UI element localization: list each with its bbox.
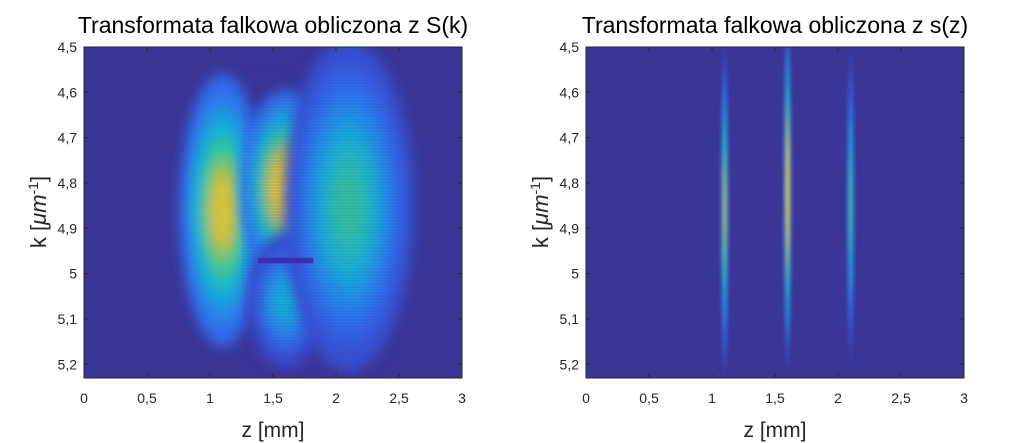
x-tick-label: 2: [834, 390, 842, 406]
left-y-label-main: k [: [26, 225, 51, 248]
intensity-level: [334, 170, 363, 242]
ridge-2: [847, 59, 854, 352]
intensity-level: [723, 176, 726, 244]
right-x-axis-label: z [mm]: [744, 419, 807, 442]
y-tick-label: 4,5: [560, 39, 580, 55]
y-tick-label: 4,8: [560, 175, 580, 191]
x-tick-label: 0: [80, 390, 88, 406]
x-tick-label: 1,5: [263, 390, 283, 406]
ridge-0: [721, 54, 728, 366]
y-tick-label: 5,1: [560, 311, 580, 327]
x-tick-label: 0,5: [137, 390, 157, 406]
intensity-level: [213, 181, 232, 240]
y-tick-label: 5,1: [58, 311, 78, 327]
left-y-label-exponent: -1: [25, 182, 41, 195]
left-y-label-unit: μm: [26, 194, 51, 225]
x-tick-label: 2,5: [891, 390, 911, 406]
y-tick-label: 4,6: [58, 84, 78, 100]
left-heatmap: [179, 47, 414, 378]
y-tick-label: 4,9: [560, 220, 580, 236]
left-x-ticks: 0 0,5 1 1,5 2 2,5 3: [80, 47, 466, 406]
right-y-label-main: k [: [528, 225, 553, 248]
right-heatmap: [721, 47, 854, 366]
left-y-label-close: ]: [26, 176, 51, 182]
y-tick-label: 4,7: [560, 130, 580, 146]
x-tick-label: 3: [960, 390, 968, 406]
intensity-level: [786, 156, 789, 228]
right-y-axis-label: k [μm-1]: [527, 176, 553, 248]
y-tick-label: 5,2: [560, 356, 580, 372]
blob-0: [179, 74, 266, 347]
x-tick-label: 1: [206, 390, 214, 406]
x-tick-label: 2,5: [389, 390, 409, 406]
x-tick-label: 2: [332, 390, 340, 406]
x-tick-label: 1,5: [765, 390, 785, 406]
y-tick-label: 5: [571, 266, 579, 282]
x-tick-label: 0: [582, 390, 590, 406]
y-tick-label: 4,7: [58, 130, 78, 146]
blob-3: [283, 47, 414, 372]
ridge-1: [784, 47, 791, 358]
right-y-label-close: ]: [528, 176, 553, 182]
x-tick-label: 3: [458, 390, 466, 406]
left-y-axis-label: k [μm-1]: [25, 176, 51, 248]
intensity-level: [849, 174, 852, 237]
dark-band: [257, 257, 314, 264]
left-y-ticks: 4,5 4,6 4,7 4,8 4,9 5 5,1 5,2: [58, 39, 462, 372]
y-tick-label: 5: [69, 266, 77, 282]
x-tick-label: 1: [708, 390, 716, 406]
left-x-axis-label: z [mm]: [242, 419, 305, 442]
y-tick-label: 4,5: [58, 39, 78, 55]
right-y-label-unit: μm: [528, 194, 553, 225]
right-y-label-exponent: -1: [527, 182, 543, 195]
y-tick-label: 4,9: [58, 220, 78, 236]
y-tick-label: 4,8: [58, 175, 78, 191]
y-tick-label: 5,2: [58, 356, 78, 372]
right-plot-area: [586, 47, 964, 378]
intensity-level: [277, 286, 294, 316]
y-tick-label: 4,6: [560, 84, 580, 100]
right-chart-title: Transformata falkowa obliczona z s(z): [582, 12, 968, 38]
right-x-ticks: 0 0,5 1 1,5 2 2,5 3: [582, 47, 968, 406]
fringe-lines: [241, 47, 399, 378]
right-y-ticks: 4,5 4,6 4,7 4,8 4,9 5 5,1 5,2: [560, 39, 964, 372]
left-chart-title: Transformata falkowa obliczona z S(k): [78, 12, 468, 38]
x-tick-label: 0,5: [639, 390, 659, 406]
